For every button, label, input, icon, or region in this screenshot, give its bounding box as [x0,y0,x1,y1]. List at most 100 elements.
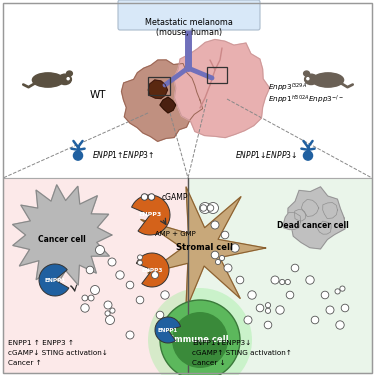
Text: Dead cancer cell: Dead cancer cell [277,220,349,230]
Text: ENPP1: ENPP1 [44,278,66,282]
Circle shape [110,308,115,313]
Wedge shape [39,264,69,296]
Text: cGAMP: cGAMP [162,192,189,201]
Circle shape [291,264,299,272]
Circle shape [219,255,225,261]
Text: ENPP3: ENPP3 [141,267,163,273]
Text: Cancer cell: Cancer cell [38,236,86,244]
Circle shape [244,316,252,324]
Circle shape [152,272,159,279]
Circle shape [88,295,94,301]
Circle shape [321,291,329,299]
Circle shape [105,311,110,316]
Text: cGAMP↑ STING activation↑: cGAMP↑ STING activation↑ [192,350,292,356]
Circle shape [306,276,314,284]
Circle shape [286,291,294,299]
Polygon shape [288,187,345,249]
Circle shape [138,255,142,260]
Circle shape [340,286,345,291]
Text: AMP + GMP: AMP + GMP [154,231,195,237]
Circle shape [82,295,88,301]
Polygon shape [295,210,306,221]
Circle shape [138,260,142,265]
Circle shape [86,266,94,274]
Polygon shape [284,212,300,230]
Wedge shape [132,195,170,235]
Circle shape [280,279,285,285]
Circle shape [276,306,284,314]
Circle shape [271,276,279,284]
Circle shape [248,291,256,299]
Circle shape [148,288,252,375]
Circle shape [136,296,144,304]
Ellipse shape [304,71,309,76]
Circle shape [116,271,124,279]
Polygon shape [141,187,266,310]
Text: ENPP1: ENPP1 [158,327,178,333]
Circle shape [326,306,334,314]
Circle shape [105,315,114,324]
Circle shape [81,304,89,312]
Wedge shape [136,253,169,287]
Text: ENPP1 ↑ ENPP3 ↑: ENPP1 ↑ ENPP3 ↑ [8,340,74,346]
Circle shape [264,321,272,329]
Circle shape [126,331,134,339]
Polygon shape [323,202,338,219]
Polygon shape [160,97,176,113]
Circle shape [224,264,232,272]
Circle shape [307,78,309,80]
Circle shape [266,308,271,314]
Circle shape [90,285,99,294]
Polygon shape [301,200,319,216]
Circle shape [172,312,228,368]
Ellipse shape [32,73,64,87]
Circle shape [126,281,134,289]
Circle shape [108,258,116,266]
Circle shape [161,291,169,299]
Circle shape [104,301,112,309]
Text: ENPP3: ENPP3 [138,213,162,217]
Text: $Enpp3^{I329A}$: $Enpp3^{I329A}$ [268,82,307,94]
Circle shape [156,311,164,319]
Circle shape [200,202,210,213]
FancyBboxPatch shape [3,178,188,373]
Text: Metastatic melanoma
(mouse, human): Metastatic melanoma (mouse, human) [145,18,233,38]
Circle shape [335,289,340,294]
Circle shape [207,205,214,211]
Ellipse shape [304,74,318,84]
Circle shape [215,260,220,265]
Circle shape [207,202,219,213]
Ellipse shape [66,71,72,76]
Circle shape [141,194,148,200]
Polygon shape [317,221,331,234]
FancyBboxPatch shape [118,0,260,30]
Text: WT: WT [90,90,106,100]
Circle shape [336,321,344,329]
Circle shape [341,304,349,312]
Circle shape [67,78,69,80]
Circle shape [236,276,244,284]
Text: $ENPP1$↓$ENPP3$↓: $ENPP1$↓$ENPP3$↓ [235,150,297,160]
Text: Stromal cell: Stromal cell [177,243,234,252]
Polygon shape [148,80,167,99]
Circle shape [256,304,264,312]
Circle shape [266,303,271,308]
Circle shape [200,205,207,211]
Circle shape [160,300,240,375]
FancyBboxPatch shape [3,3,372,178]
Text: $Enpp1^{H302A}Enpp3^{-/-}$: $Enpp1^{H302A}Enpp3^{-/-}$ [268,94,344,106]
Polygon shape [174,39,270,138]
Polygon shape [13,185,112,285]
Circle shape [285,279,290,285]
Ellipse shape [58,74,71,84]
Circle shape [221,231,229,239]
Circle shape [211,251,219,259]
Circle shape [303,151,312,160]
Text: cGAMP↓ STING activation↓: cGAMP↓ STING activation↓ [8,350,108,356]
Text: Immune cell: Immune cell [171,336,229,345]
Text: $ENPP1$↑$ENPP3$↑: $ENPP1$↑$ENPP3$↑ [92,150,154,160]
FancyBboxPatch shape [188,178,372,373]
Text: Cancer ↑: Cancer ↑ [8,360,42,366]
Text: ENPP1↓ENPP3↓: ENPP1↓ENPP3↓ [192,340,251,346]
Circle shape [148,194,155,200]
